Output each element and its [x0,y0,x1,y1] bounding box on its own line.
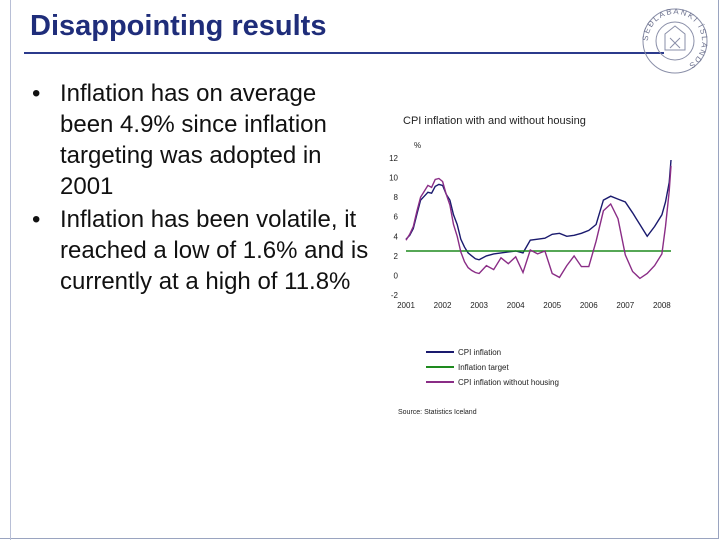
bullet-text: Inflation has on average been 4.9% since… [60,80,327,200]
bullet-item: • Inflation has on average been 4.9% sinc… [30,78,370,202]
y-tick-label: 4 [394,232,399,241]
svg-text:SEÐLABANKI ÍSLANDS: SEÐLABANKI ÍSLANDS [641,7,709,71]
y-tick-label: 10 [389,174,398,183]
series-line [405,159,672,261]
bullet-dot: • [32,206,41,233]
x-tick-label: 2003 [470,301,488,310]
x-tick-label: 2008 [653,301,671,310]
y-tick-label: -2 [391,291,399,300]
x-tick-label: 2007 [616,301,634,310]
legend-label: CPI inflation without housing [458,378,559,387]
legend: CPI inflation Inflation target CPI inflati… [426,348,559,387]
y-tick-label: 2 [394,252,399,261]
y-tick-label: 6 [394,213,399,222]
source-note: Source: Statistics Iceland [398,409,477,416]
bullet-dot: • [32,80,41,107]
central-bank-seal-logo: SEÐLABANKI ÍSLANDS [641,7,709,74]
x-tick-label: 2005 [543,301,561,310]
bullet-item: • Inflation has been volatile, it reached… [30,204,370,297]
y-tick-label: 0 [394,271,399,280]
title-underline [24,52,664,54]
chart-title: CPI inflation with and without housing [403,115,586,127]
page-title: Disappointing results [30,10,327,42]
plot-area: -2 0 2 4 6 8 10 12 2001 2002 2003 2004 2005 2006 2007 2… [389,154,672,310]
y-axis-unit-label: % [414,141,421,150]
x-tick-label: 2001 [397,301,415,310]
bullet-text: Inflation has been volatile, it reached … [60,206,369,295]
y-tick-label: 8 [394,193,399,202]
x-tick-label: 2004 [507,301,525,310]
left-border-rule [10,0,11,540]
x-tick-label: 2002 [434,301,452,310]
legend-label: Inflation target [458,363,509,372]
legend-label: CPI inflation [458,348,501,357]
x-tick-label: 2006 [580,301,598,310]
series-line [405,165,672,280]
y-tick-label: 12 [389,154,398,163]
inflation-chart: CPI inflation with and without housing %… [389,115,672,416]
bullet-list: • Inflation has on average been 4.9% sinc… [30,78,370,299]
